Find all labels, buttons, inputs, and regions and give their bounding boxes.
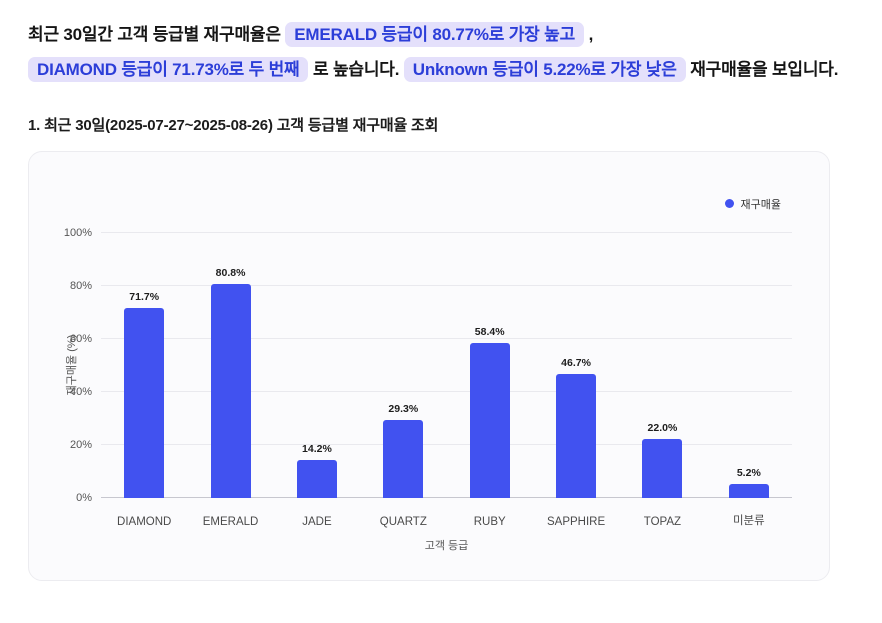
bar-value-label: 46.7% [561, 356, 591, 369]
legend-label: 재구매율 [740, 198, 781, 211]
x-tick-label: DIAMOND [117, 515, 172, 528]
chart-card: 재구매율 재구매율 (%) 0% 20% 40% 60% 80% 100% 71.7% DIA… [28, 150, 830, 581]
section-title: 1. 최근 30일(2025-07-27~2025-08-26) 고객 등급별 … [28, 116, 439, 134]
x-tick-label: SAPPHIRE [546, 515, 606, 528]
bar-group-TOPAZ: 22.0% TOPAZ [619, 233, 705, 528]
summary-segment-2: , [588, 25, 594, 44]
gridline [101, 231, 792, 233]
bar [469, 342, 510, 498]
x-tick-label: JADE [302, 515, 332, 528]
y-axis-title: 재구매율 (%) [66, 334, 78, 396]
bar [383, 420, 424, 498]
y-tick-label: 20% [69, 438, 92, 451]
bar [296, 460, 337, 498]
chart-legend[interactable]: 재구매율 [724, 196, 781, 212]
bar-group-RUBY: 58.4% RUBY [447, 233, 533, 528]
bars-row: 71.7% DIAMOND 80.8% EMERALD 14.2% JADE 29.3% QU… [101, 233, 792, 528]
legend-dot-icon [724, 199, 734, 209]
bar-value-label: 58.4% [474, 325, 505, 338]
bar-value-label: 5.2% [736, 466, 761, 479]
x-tick-label: QUARTZ [379, 515, 427, 528]
bar-group-SAPPHIRE: 46.7% SAPPHIRE [533, 233, 619, 528]
x-tick-label: TOPAZ [643, 515, 682, 528]
x-tick-label: EMERALD [202, 515, 259, 528]
bar-group-QUARTZ: 29.3% QUARTZ [360, 233, 446, 528]
gridline [101, 443, 792, 445]
bar [124, 307, 165, 498]
x-tick-label: 미분류 [732, 514, 765, 527]
bar [210, 283, 251, 498]
bar-group-DIAMOND: 71.7% DIAMOND [101, 233, 187, 528]
y-tick-label: 40% [69, 385, 92, 398]
bar-value-label: 71.7% [129, 290, 160, 303]
bar-value-label: 29.3% [388, 403, 419, 416]
bar-value-label: 14.2% [302, 443, 332, 456]
bar [556, 373, 597, 498]
gridline [101, 496, 792, 498]
gridline [101, 284, 792, 286]
x-tick-label: RUBY [473, 515, 506, 528]
y-tick-label: 80% [69, 279, 92, 292]
x-axis-title: 고객 등급 [424, 539, 469, 552]
summary-segment-1: 최근 30일간 고객 등급별 재구매율은 [28, 25, 281, 44]
gridline [101, 390, 792, 392]
gridline [101, 337, 792, 339]
bar [642, 439, 683, 498]
highlight-emerald: EMERALD 등급이 80.77%로 가장 높고 [285, 22, 585, 47]
highlight-unknown: Unknown 등급이 5.22%로 가장 낮은 [403, 56, 686, 82]
bar-group-미분류: 5.2% 미분류 [706, 233, 792, 527]
bar-group-EMERALD: 80.8% EMERALD [187, 233, 273, 528]
summary-text: 최근 30일간 고객 등급별 재구매율은 EMERALD 등급이 80.77%로… [0, 0, 882, 88]
y-tick-label: 0% [76, 491, 92, 504]
bar-group-JADE: 14.2% JADE [274, 233, 360, 528]
bar [728, 483, 769, 498]
highlight-diamond: DIAMOND 등급이 71.73%로 두 번째 [28, 56, 309, 82]
bar-value-label: 80.8% [215, 266, 246, 279]
bar-value-label: 22.0% [647, 422, 678, 435]
plot-area: 0% 20% 40% 60% 80% 100% 71.7% DIAMOND 80.8% EMERA… [64, 227, 792, 528]
y-tick-label: 100% [63, 226, 92, 239]
summary-segment-3: 로 높습니다. [312, 59, 400, 79]
summary-segment-4: 재구매율을 보입니다. [690, 59, 839, 79]
y-tick-label: 60% [69, 332, 92, 345]
